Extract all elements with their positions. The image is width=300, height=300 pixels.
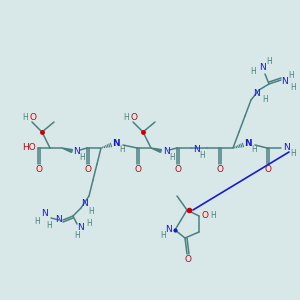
Text: H: H	[250, 68, 256, 76]
Text: H: H	[210, 212, 216, 220]
Text: N: N	[78, 224, 84, 232]
Text: H: H	[199, 152, 205, 160]
Text: H: H	[74, 230, 80, 239]
Text: HO: HO	[22, 143, 36, 152]
Polygon shape	[62, 148, 72, 152]
Text: H: H	[34, 217, 40, 226]
Text: H: H	[86, 218, 92, 227]
Text: H: H	[79, 154, 85, 163]
Text: N: N	[284, 143, 290, 152]
Text: H: H	[251, 146, 257, 154]
Text: H: H	[169, 154, 175, 163]
Text: N: N	[260, 64, 266, 73]
Text: O: O	[202, 212, 208, 220]
Polygon shape	[151, 148, 161, 152]
Text: H: H	[22, 113, 28, 122]
Text: O: O	[29, 113, 37, 122]
Text: O: O	[134, 166, 142, 175]
Text: N: N	[282, 77, 288, 86]
Text: N: N	[166, 226, 172, 235]
Text: O: O	[85, 166, 92, 175]
Text: N: N	[244, 139, 252, 148]
Text: H: H	[160, 232, 166, 241]
Text: H: H	[119, 146, 125, 154]
Text: H: H	[290, 83, 296, 92]
Text: N: N	[56, 215, 62, 224]
Text: N: N	[74, 148, 80, 157]
Text: O: O	[35, 166, 43, 175]
Text: N: N	[82, 200, 88, 208]
Text: N: N	[42, 209, 48, 218]
Text: O: O	[130, 113, 137, 122]
Text: H: H	[288, 70, 294, 80]
Text: N: N	[112, 139, 120, 148]
Text: H: H	[290, 149, 296, 158]
Text: N: N	[163, 148, 170, 157]
Text: N: N	[254, 89, 260, 98]
Text: H: H	[88, 208, 94, 217]
Text: H: H	[123, 113, 129, 122]
Text: H: H	[46, 221, 52, 230]
Text: O: O	[184, 256, 191, 265]
Text: H: H	[266, 58, 272, 67]
Text: O: O	[217, 166, 224, 175]
Text: H: H	[262, 95, 268, 104]
Text: O: O	[175, 166, 182, 175]
Text: N: N	[193, 145, 200, 154]
Text: O: O	[265, 166, 272, 175]
